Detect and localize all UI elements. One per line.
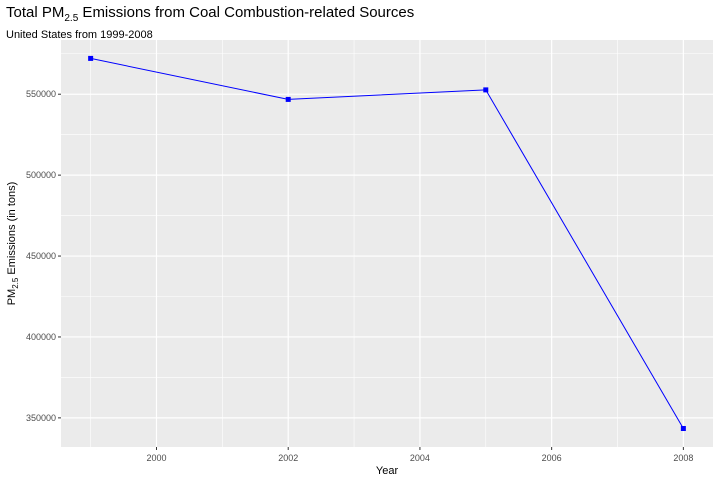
y-axis-title: PM2.5 Emissions (in tons)	[6, 182, 20, 306]
y-axis-tick-labels: 350000 400000 450000 500000 550000	[26, 89, 56, 423]
series-line	[90, 57, 684, 429]
y-axis-tick-label: 350000	[26, 413, 56, 423]
axis-ticks	[58, 93, 684, 450]
y-axis-tick-label: 500000	[26, 170, 56, 180]
x-axis-tick-label: 2008	[673, 453, 693, 463]
data-series	[88, 55, 686, 431]
y-axis-title-prefix: PM	[6, 289, 18, 306]
y-axis-tick-label: 450000	[26, 251, 56, 261]
chart-title: Total PM2.5 Emissions from Coal Combusti…	[6, 4, 414, 24]
y-axis-tick-label: 400000	[26, 332, 56, 342]
x-axis-tick-labels: 2000 2002 2004 2006 2008	[146, 453, 693, 463]
data-point	[680, 425, 686, 431]
x-axis-title: Year	[376, 465, 399, 477]
data-point	[483, 87, 489, 93]
data-point	[88, 55, 94, 61]
y-axis-title-subscript: 2.5	[11, 277, 20, 289]
x-axis-tick-label: 2002	[278, 453, 298, 463]
data-point	[285, 96, 291, 102]
chart-title-prefix: Total PM	[6, 4, 65, 21]
chart-subtitle: United States from 1999-2008	[6, 29, 153, 41]
chart-title-subscript: 2.5	[64, 13, 79, 24]
minor-gridlines	[61, 40, 713, 447]
plot-panel	[61, 40, 713, 447]
x-axis-tick-label: 2006	[542, 453, 562, 463]
y-axis-tick-label: 550000	[26, 89, 56, 99]
x-axis-tick-label: 2004	[410, 453, 430, 463]
chart-title-suffix: Emissions from Coal Combustion-related S…	[78, 4, 415, 21]
y-axis-title-suffix: Emissions (in tons)	[6, 182, 18, 278]
x-axis-tick-label: 2000	[146, 453, 166, 463]
